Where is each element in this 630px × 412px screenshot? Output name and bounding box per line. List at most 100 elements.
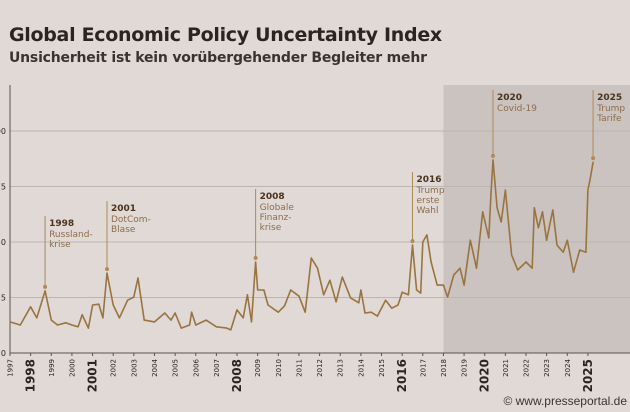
data-point: [56, 324, 59, 326]
data-point: [469, 239, 471, 241]
annotation-text: Russland-: [49, 230, 93, 240]
data-point: [242, 317, 244, 319]
data-point: [552, 209, 554, 211]
y-tick-label: 0: [1, 349, 6, 358]
data-point: [510, 254, 513, 256]
y-tick-label: 500: [0, 127, 6, 136]
data-point: [335, 301, 337, 303]
data-point: [77, 326, 79, 328]
data-point: [537, 227, 539, 229]
data-point: [442, 284, 445, 286]
data-point: [250, 321, 253, 323]
x-tick-label: 2009: [254, 359, 262, 377]
data-point: [30, 306, 32, 308]
x-tick-label: 2011: [295, 359, 303, 377]
data-point: [416, 289, 418, 291]
data-point: [143, 319, 145, 321]
data-point: [283, 305, 286, 307]
data-point: [585, 251, 587, 253]
data-point: [482, 211, 484, 213]
data-point: [9, 321, 11, 323]
annotation-marker: [43, 284, 48, 289]
data-point: [422, 241, 424, 243]
annotation-marker: [105, 267, 110, 272]
data-point: [517, 269, 519, 271]
data-point: [341, 276, 343, 278]
x-tick-label: 2004: [151, 358, 159, 376]
data-point: [488, 237, 490, 239]
data-point: [453, 274, 455, 276]
data-point: [112, 304, 114, 306]
data-point: [426, 234, 428, 236]
data-point: [587, 189, 589, 191]
data-point: [572, 271, 575, 273]
annotation-text: Finanz-: [260, 213, 292, 223]
data-point: [106, 272, 108, 274]
x-tick-label: 1999: [48, 359, 56, 377]
data-point: [170, 319, 172, 321]
data-point: [36, 317, 38, 319]
data-point: [541, 211, 544, 213]
x-tick-label: 2024: [564, 358, 572, 376]
annotation-year: 2008: [260, 192, 285, 202]
x-tick-label: 2012: [316, 359, 324, 377]
x-tick-label: 1998: [24, 359, 38, 392]
x-tick-label: 2001: [86, 359, 100, 392]
data-point: [475, 267, 478, 269]
x-tick-label: 2015: [378, 359, 386, 377]
data-point: [411, 244, 414, 246]
data-point: [504, 189, 506, 191]
data-point: [298, 295, 300, 297]
data-point: [329, 279, 331, 281]
data-point: [397, 304, 399, 306]
data-point: [391, 307, 393, 309]
data-point: [496, 207, 498, 209]
data-point: [533, 207, 535, 209]
annotation-marker: [253, 255, 258, 260]
data-point: [463, 284, 465, 286]
data-point: [556, 244, 558, 246]
data-point: [81, 314, 83, 316]
x-tick-label: 2019: [461, 359, 469, 377]
data-point: [277, 311, 279, 313]
data-point: [401, 291, 403, 293]
data-point: [310, 257, 312, 259]
x-tick-label: 2003: [130, 359, 138, 377]
x-tick-label: 2006: [192, 358, 200, 376]
data-point: [205, 319, 207, 321]
annotation-year: 2016: [416, 175, 441, 185]
data-point: [195, 324, 197, 326]
data-point: [19, 324, 21, 326]
data-point: [65, 322, 67, 324]
data-point: [546, 239, 548, 241]
data-point: [446, 296, 449, 298]
annotation-text: Covid-19: [497, 104, 537, 114]
x-tick-label: 2005: [172, 359, 180, 377]
y-tick-label: 375: [0, 183, 6, 192]
data-point: [174, 312, 176, 314]
data-point: [364, 312, 366, 314]
data-point: [191, 311, 193, 313]
data-point: [267, 304, 269, 306]
x-tick-label: 2008: [230, 359, 244, 392]
annotation-text: Tarife: [596, 114, 622, 124]
x-tick-label: 2023: [543, 359, 551, 377]
annotation-year: 1998: [49, 219, 74, 229]
data-point: [71, 324, 73, 326]
data-point: [263, 289, 265, 291]
data-point: [102, 317, 104, 319]
data-point: [226, 327, 228, 329]
annotation-marker: [490, 153, 495, 158]
x-tick-label: 2017: [419, 359, 427, 377]
annotation-year: 2001: [111, 204, 136, 214]
data-point: [164, 312, 166, 314]
annotation-text: krise: [49, 240, 71, 250]
x-tick-label: 2000: [68, 359, 76, 377]
data-point: [180, 327, 182, 329]
data-point: [316, 267, 319, 269]
data-point: [236, 309, 238, 311]
data-point: [44, 290, 46, 292]
data-point: [407, 294, 409, 296]
x-tick-label: 2018: [440, 359, 448, 377]
